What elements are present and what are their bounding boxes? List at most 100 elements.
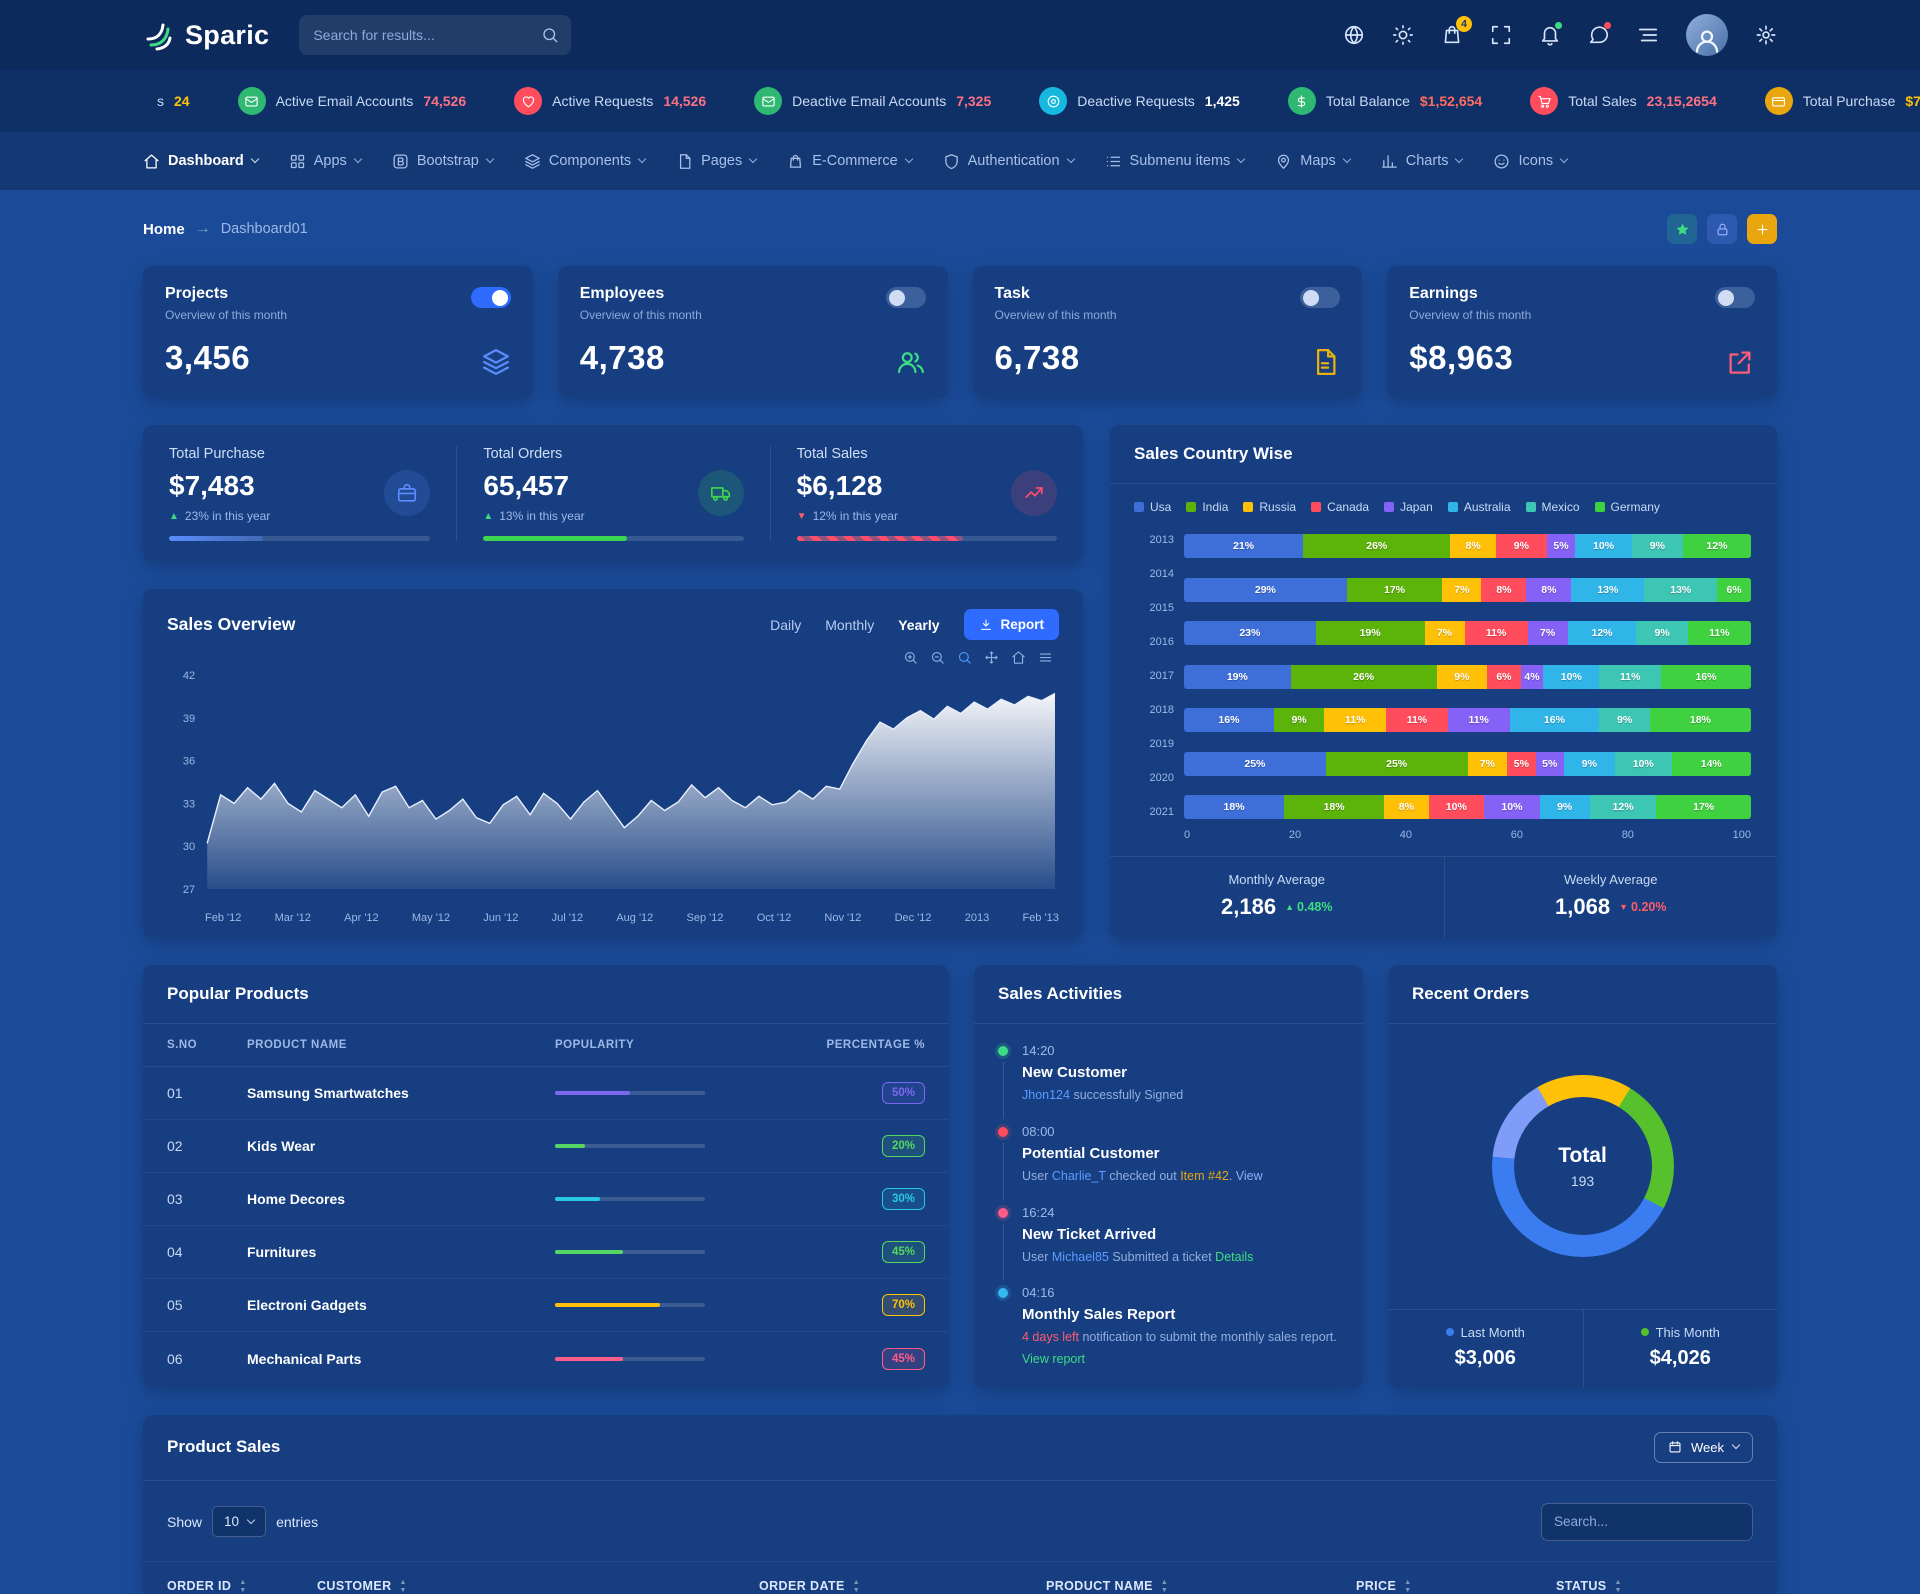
nav-item-e-commerce[interactable]: E-Commerce	[787, 153, 913, 170]
nav-item-authentication[interactable]: Authentication	[943, 153, 1075, 170]
toggle-switch[interactable]	[1715, 287, 1755, 308]
nav-item-apps[interactable]: Apps	[289, 153, 363, 170]
activity-link[interactable]: Details	[1215, 1249, 1254, 1264]
x-tick: 0	[1184, 829, 1191, 841]
global-search	[299, 15, 572, 55]
report-button[interactable]: Report	[963, 609, 1059, 640]
y-tick: 2014	[1149, 568, 1174, 580]
table-search-input[interactable]	[1541, 1502, 1753, 1541]
activity-link[interactable]: Michael85	[1051, 1249, 1109, 1264]
legend-item-germany[interactable]: Germany	[1594, 500, 1660, 514]
activity-link[interactable]: Jhon124	[1022, 1088, 1070, 1102]
activity-item: 14:20 New Customer Jhon124 successfully Si…	[998, 1043, 1339, 1119]
search-input[interactable]	[299, 15, 572, 55]
bar-segment: 29%	[1184, 577, 1347, 602]
stat-value: 3,456	[165, 339, 251, 376]
page-content: Home → Dashboard01 Projects Overview of t…	[0, 214, 1920, 1594]
pan-icon[interactable]	[984, 650, 999, 665]
nav-item-components[interactable]: Components	[524, 153, 647, 170]
brand-logo[interactable]: Sparic	[143, 19, 269, 51]
star-button[interactable]	[1667, 214, 1697, 244]
timeline-dot-icon	[998, 1126, 1008, 1137]
external-link-icon	[1725, 347, 1755, 377]
tab-yearly[interactable]: Yearly	[898, 616, 940, 633]
sun-icon[interactable]	[1392, 24, 1414, 46]
arrow-up-icon: ▲	[169, 510, 179, 522]
column-header-order-id[interactable]: ORDER ID ▲ ▼	[167, 1578, 247, 1594]
tab-daily[interactable]: Daily	[770, 616, 802, 633]
week-dropdown[interactable]: Week	[1654, 1431, 1753, 1463]
x-tick: Dec '12	[894, 912, 932, 924]
expand-icon[interactable]	[1490, 24, 1512, 46]
user-avatar[interactable]	[1686, 14, 1728, 56]
activity-link[interactable]: Charlie_T	[1051, 1168, 1106, 1183]
bag-icon[interactable]: 4	[1441, 16, 1472, 46]
monthly-change: ▲ 0.48%	[1285, 900, 1333, 914]
svg-text:36: 36	[183, 756, 195, 768]
table-controls: Show 10 entries	[143, 1481, 1777, 1561]
truck-icon	[697, 470, 744, 516]
notification-dot	[1604, 22, 1611, 29]
page-size-select[interactable]: 10	[212, 1506, 267, 1538]
nav-item-maps[interactable]: Maps	[1275, 153, 1352, 170]
legend-item-usa[interactable]: Usa	[1134, 500, 1171, 514]
menu-icon[interactable]	[1038, 650, 1053, 665]
magnifier-icon[interactable]	[957, 650, 972, 665]
metric-total-purchase: Total Purchase $7,483 ▲ 23% in this year	[143, 446, 456, 541]
column-header: PERCENTAGE %	[826, 1039, 925, 1051]
nav-item-icons[interactable]: Icons	[1493, 153, 1569, 170]
chat-icon[interactable]	[1588, 22, 1611, 46]
search-icon[interactable]	[541, 26, 559, 44]
mail-icon	[754, 87, 783, 115]
nav-item-bootstrap[interactable]: Bootstrap	[392, 153, 495, 170]
plus-button[interactable]	[1747, 214, 1777, 244]
activity-link[interactable]: View report	[1022, 1352, 1085, 1366]
legend-item-russia[interactable]: Russia	[1243, 500, 1296, 514]
legend-item-canada[interactable]: Canada	[1311, 500, 1369, 514]
toggle-switch[interactable]	[885, 287, 926, 308]
align-icon[interactable]	[1637, 24, 1659, 46]
x-tick: 80	[1621, 829, 1634, 841]
zoom-in-icon[interactable]	[903, 650, 918, 665]
nav-item-dashboard[interactable]: Dashboard	[143, 153, 259, 170]
globe-icon[interactable]	[1343, 24, 1365, 46]
legend-item-japan[interactable]: Japan	[1384, 500, 1433, 514]
column-header-price[interactable]: PRICE ▲ ▼	[1356, 1578, 1412, 1594]
column-header-status[interactable]: STATUS ▲ ▼	[1556, 1578, 1622, 1594]
toggle-switch[interactable]	[1300, 287, 1341, 308]
country-legend: Usa India Russia Canada Japan Australia Mexico…	[1110, 484, 1777, 518]
svg-text:33: 33	[183, 798, 195, 810]
column-header-customer[interactable]: CUSTOMER ▲ ▼	[317, 1578, 407, 1594]
gear-icon[interactable]	[1755, 24, 1777, 46]
bar-segment: 9%	[1539, 795, 1590, 819]
recent-orders-body: Total 193	[1388, 1024, 1777, 1309]
sa-body: 14:20 New Customer Jhon124 successfully Si…	[974, 1024, 1363, 1388]
chevron-down-icon	[353, 154, 363, 164]
legend-item-australia[interactable]: Australia	[1447, 500, 1511, 514]
activity-link[interactable]: Item #42	[1180, 1168, 1229, 1183]
nav-item-charts[interactable]: Charts	[1381, 153, 1464, 170]
nav-item-pages[interactable]: Pages	[676, 153, 758, 170]
home-small-icon[interactable]	[1011, 650, 1026, 665]
sort-icon: ▲ ▼	[1160, 1578, 1169, 1594]
toggle-switch[interactable]	[470, 287, 511, 308]
tab-monthly[interactable]: Monthly	[825, 616, 875, 633]
column-header-product-name[interactable]: PRODUCT NAME ▲ ▼	[1046, 1578, 1169, 1594]
bottom-row: Popular Products S.NO PRODUCT NAME POPULAR…	[143, 965, 1777, 1388]
legend-item-india[interactable]: India	[1186, 500, 1228, 514]
timeline-dot-icon	[998, 1207, 1008, 1218]
bar-segment: 7%	[1442, 577, 1482, 602]
legend-item-mexico[interactable]: Mexico	[1525, 500, 1580, 514]
lock-button[interactable]	[1707, 214, 1737, 244]
zoom-out-icon[interactable]	[930, 650, 945, 665]
chevron-down-icon	[250, 154, 259, 164]
submenu-icon	[1105, 153, 1122, 170]
nav-item-submenu-items[interactable]: Submenu items	[1105, 153, 1246, 170]
breadcrumb-home[interactable]: Home	[143, 220, 185, 238]
activity-link[interactable]: View	[1235, 1168, 1263, 1183]
bell-icon[interactable]	[1539, 22, 1562, 46]
chevron-down-icon	[637, 154, 647, 164]
column-header-order-date[interactable]: ORDER DATE ▲ ▼	[759, 1578, 861, 1594]
bar-segment: 18%	[1184, 795, 1285, 819]
stacked-bar: 29% 17% 7% 8% 8% 13% 13% 6%	[1184, 577, 1751, 602]
